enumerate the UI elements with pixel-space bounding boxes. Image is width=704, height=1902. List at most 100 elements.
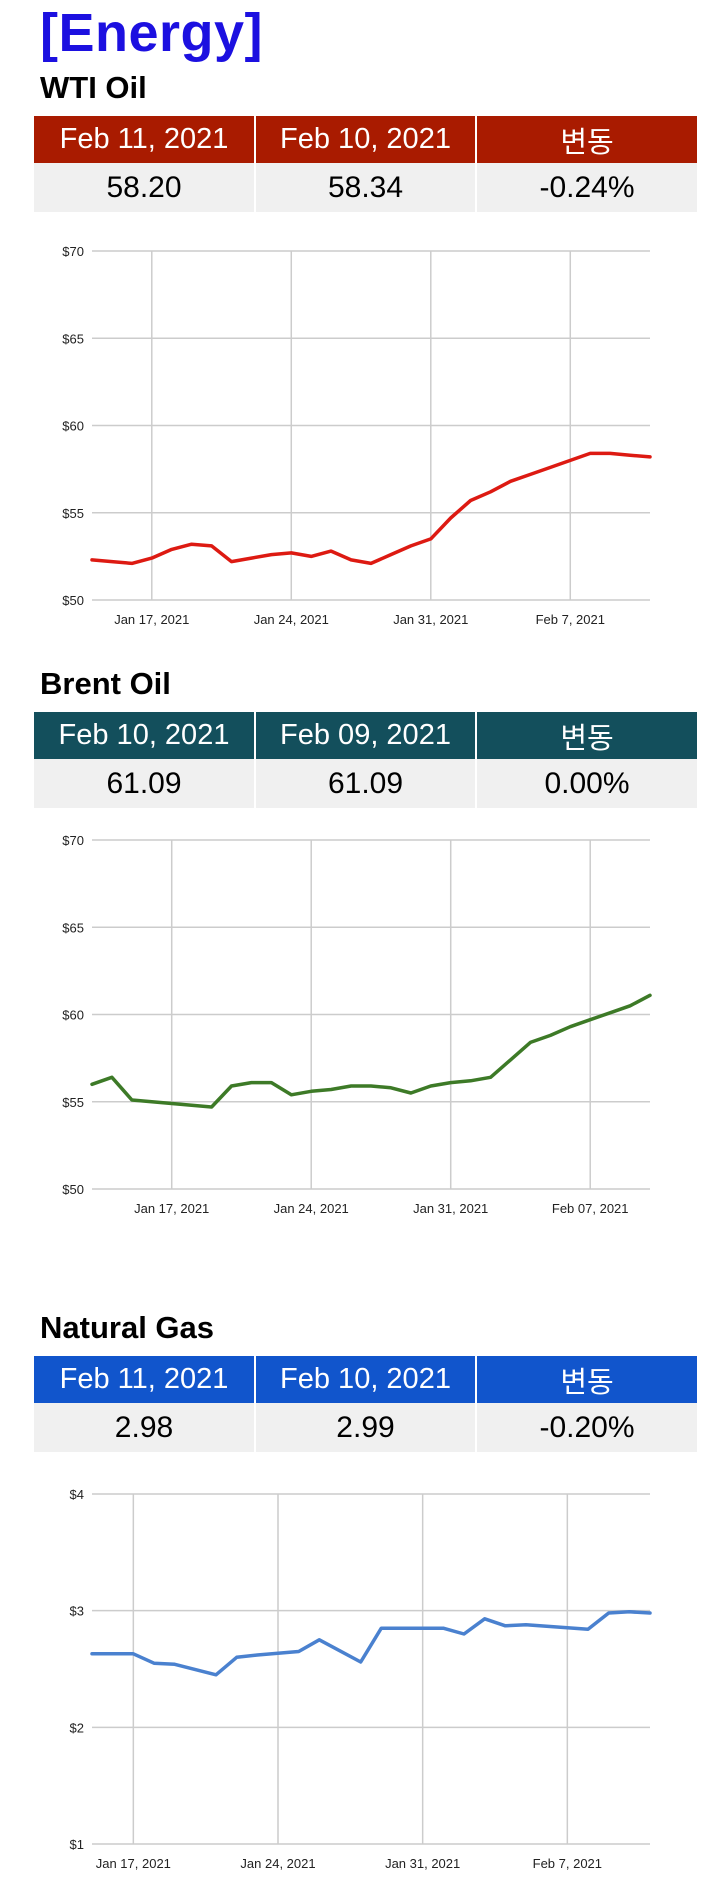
- table-cell: 0.00%: [476, 759, 697, 808]
- data-point: [587, 1628, 590, 1631]
- data-point: [429, 1085, 432, 1088]
- price-table: Feb 10, 2021 Feb 09, 2021 변동 61.09 61.09…: [34, 712, 697, 808]
- data-point: [469, 499, 472, 502]
- table-cell: -0.20%: [476, 1403, 697, 1452]
- table-header-cell: 변동: [476, 116, 697, 163]
- section-natural-gas: Natural Gas Feb 11, 2021 Feb 10, 2021 변동…: [0, 1306, 704, 1866]
- data-point: [350, 1085, 353, 1088]
- y-tick-label: $50: [62, 593, 84, 608]
- table-header-cell: Feb 10, 2021: [255, 116, 477, 163]
- data-point: [235, 1656, 238, 1659]
- data-point: [310, 555, 313, 558]
- data-point: [290, 551, 293, 554]
- data-point: [91, 1083, 94, 1086]
- data-point: [310, 1090, 313, 1093]
- y-tick-label: $60: [62, 419, 84, 434]
- data-point: [210, 544, 213, 547]
- data-point: [529, 473, 532, 476]
- data-point: [609, 1011, 612, 1014]
- table-header-cell: Feb 09, 2021: [255, 712, 477, 759]
- data-point: [91, 558, 94, 561]
- data-point: [607, 1612, 610, 1615]
- data-point: [170, 548, 173, 551]
- x-tick-label: Feb 07, 2021: [552, 1201, 629, 1216]
- data-point: [449, 516, 452, 519]
- table-header-row: Feb 11, 2021 Feb 10, 2021 변동: [34, 116, 697, 163]
- data-point: [130, 562, 133, 565]
- data-point: [359, 1661, 362, 1664]
- data-point: [256, 1654, 259, 1657]
- data-point: [589, 452, 592, 455]
- data-point: [130, 1099, 133, 1102]
- data-point: [230, 560, 233, 563]
- data-point: [649, 455, 652, 458]
- data-point: [110, 560, 113, 563]
- table-cell: 2.98: [34, 1403, 256, 1452]
- table-header-cell: Feb 10, 2021: [255, 1356, 477, 1403]
- data-point: [549, 1034, 552, 1037]
- data-point: [318, 1638, 321, 1641]
- data-point: [270, 1081, 273, 1084]
- table-row: 58.20 58.34 -0.24%: [34, 163, 697, 212]
- data-point: [173, 1663, 176, 1666]
- y-tick-label: $65: [62, 331, 84, 346]
- table-header-cell: Feb 10, 2021: [34, 712, 256, 759]
- price-table: Feb 11, 2021 Feb 10, 2021 변동 2.98 2.99 -…: [34, 1356, 697, 1452]
- table-cell: 61.09: [255, 759, 477, 808]
- section-title: Natural Gas: [40, 1310, 215, 1345]
- table-cell: 61.09: [34, 759, 256, 808]
- data-point: [569, 459, 572, 462]
- data-point: [270, 553, 273, 556]
- x-tick-label: Jan 17, 2021: [114, 612, 189, 627]
- section-wti-oil: WTI Oil Feb 11, 2021 Feb 10, 2021 변동 58.…: [0, 66, 704, 626]
- data-point: [649, 994, 652, 997]
- data-point: [628, 1610, 631, 1613]
- data-point: [250, 557, 253, 560]
- data-point: [509, 480, 512, 483]
- data-point: [350, 558, 353, 561]
- table-row: 2.98 2.99 -0.20%: [34, 1403, 697, 1452]
- data-point: [409, 1092, 412, 1095]
- data-point: [569, 1025, 572, 1028]
- x-tick-label: Jan 24, 2021: [240, 1856, 315, 1871]
- data-point: [429, 537, 432, 540]
- brent-oil-price-chart: $50 $55 $60 $65 $70 Jan 17, 2021 Jan 24, 2021 J…: [62, 833, 652, 1216]
- data-point: [215, 1673, 218, 1676]
- table-header-cell: 변동: [476, 1356, 697, 1403]
- data-point: [489, 490, 492, 493]
- data-point: [290, 1093, 293, 1096]
- table-header-row: Feb 11, 2021 Feb 10, 2021 변동: [34, 1356, 697, 1403]
- y-tick-label: $55: [62, 1095, 84, 1110]
- data-point: [442, 1627, 445, 1630]
- y-tick-label: $3: [70, 1604, 84, 1619]
- price-table: Feb 11, 2021 Feb 10, 2021 변동 58.20 58.34…: [34, 116, 697, 212]
- x-tick-label: Jan 17, 2021: [134, 1201, 209, 1216]
- table-row: 61.09 61.09 0.00%: [34, 759, 697, 808]
- y-tick-label: $4: [70, 1487, 84, 1502]
- data-point: [150, 1100, 153, 1103]
- y-tick-label: $70: [62, 244, 84, 259]
- series-line: [90, 993, 652, 1109]
- section-brent-oil: Brent Oil Feb 10, 2021 Feb 09, 2021 변동 6…: [0, 662, 704, 1222]
- natural-gas-price-chart: $1 $2 $3 $4 Jan 17, 2021 Jan 24, 2021 Jan 31, …: [70, 1487, 652, 1871]
- data-point: [250, 1081, 253, 1084]
- data-point: [549, 466, 552, 469]
- wti-oil-price-chart: $50 $55 $60 $65 $70 Jan 17, 2021 Jan 24, 2021 J…: [62, 244, 652, 627]
- data-point: [649, 1612, 652, 1615]
- data-point: [629, 1004, 632, 1007]
- data-point: [483, 1617, 486, 1620]
- y-tick-label: $55: [62, 506, 84, 521]
- data-point: [370, 562, 373, 565]
- x-tick-label: Jan 24, 2021: [274, 1201, 349, 1216]
- x-tick-label: Feb 7, 2021: [533, 1856, 602, 1871]
- table-cell: 58.20: [34, 163, 256, 212]
- data-point: [489, 1076, 492, 1079]
- table-header-cell: Feb 11, 2021: [34, 116, 256, 163]
- y-tick-label: $65: [62, 920, 84, 935]
- data-point: [153, 1662, 156, 1665]
- data-point: [509, 1058, 512, 1061]
- section-title: WTI Oil: [40, 70, 147, 105]
- data-point: [330, 550, 333, 553]
- data-point: [409, 544, 412, 547]
- data-point: [370, 1085, 373, 1088]
